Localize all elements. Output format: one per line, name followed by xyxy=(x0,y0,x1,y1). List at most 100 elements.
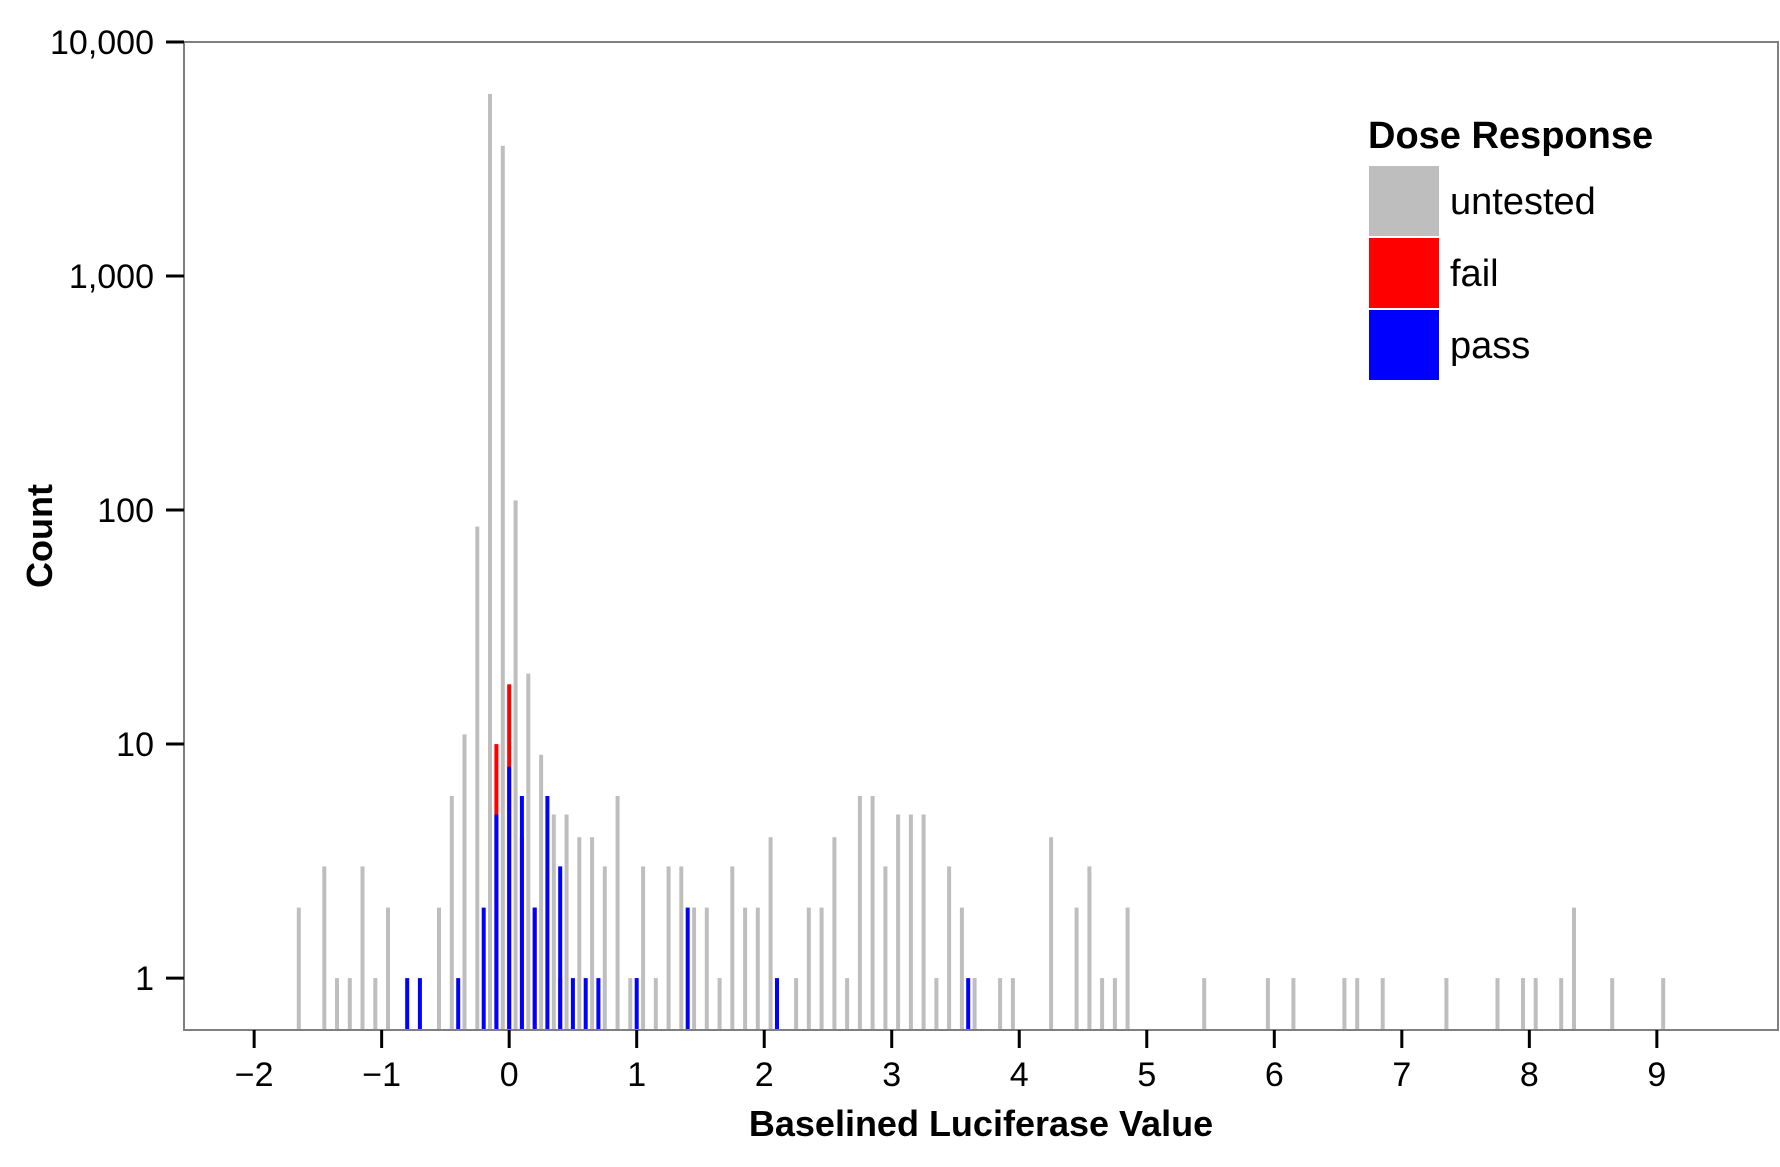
bar-untested-56 xyxy=(1125,907,1130,1030)
bar-untested-55 xyxy=(1112,978,1117,1030)
bar-untested-5 xyxy=(373,978,378,1030)
bar-pass-12 xyxy=(596,978,601,1030)
bar-untested-52 xyxy=(1074,907,1079,1030)
legend-label-pass: pass xyxy=(1450,325,1530,367)
legend-label-fail: fail xyxy=(1450,253,1499,295)
bar-untested-32 xyxy=(755,907,760,1030)
legend: Dose Response untested fail pass xyxy=(1367,115,1653,382)
bar-untested-29 xyxy=(717,978,722,1030)
bar-untested-38 xyxy=(845,978,850,1030)
bar-untested-12 xyxy=(500,145,505,1031)
bar-untested-16 xyxy=(551,814,556,1030)
bar-untested-42 xyxy=(896,814,901,1030)
x-axis-title: Baselined Luciferase Value xyxy=(749,1103,1213,1144)
x-tick-label-7: 5 xyxy=(1137,1056,1156,1094)
bar-untested-44 xyxy=(921,814,926,1030)
x-tick-label-8: 6 xyxy=(1265,1056,1284,1094)
bar-untested-0 xyxy=(296,907,301,1030)
bar-untested-64 xyxy=(1495,978,1500,1030)
bar-untested-39 xyxy=(857,796,862,1030)
bar-untested-36 xyxy=(819,907,824,1030)
bar-pass-4 xyxy=(494,814,499,1030)
x-tick-label-0: −2 xyxy=(235,1056,274,1094)
bar-untested-10 xyxy=(475,526,480,1030)
bar-untested-23 xyxy=(641,866,646,1030)
bar-untested-58 xyxy=(1265,978,1270,1030)
bar-untested-49 xyxy=(998,978,1003,1030)
bar-untested-66 xyxy=(1533,978,1538,1030)
bar-untested-8 xyxy=(449,796,454,1030)
bar-untested-30 xyxy=(730,866,735,1030)
bar-untested-27 xyxy=(692,907,697,1030)
bar-pass-5 xyxy=(507,766,512,1030)
x-tick-label-6: 4 xyxy=(1010,1056,1029,1094)
bar-untested-50 xyxy=(1010,978,1015,1030)
x-tick-label-3: 1 xyxy=(627,1056,646,1094)
y-axis-title: Count xyxy=(19,484,60,588)
bar-untested-51 xyxy=(1049,837,1054,1030)
bar-untested-48 xyxy=(972,978,977,1030)
bar-untested-28 xyxy=(704,907,709,1030)
x-tick-label-11: 9 xyxy=(1647,1056,1666,1094)
bar-pass-7 xyxy=(532,907,537,1030)
plot-panel-border xyxy=(183,41,1779,1031)
bar-untested-40 xyxy=(870,796,875,1030)
bar-untested-19 xyxy=(590,837,595,1030)
bar-pass-2 xyxy=(456,978,461,1030)
bar-untested-33 xyxy=(768,837,773,1030)
bar-untested-7 xyxy=(437,907,441,1030)
bar-untested-1 xyxy=(322,866,327,1030)
bar-untested-69 xyxy=(1610,978,1615,1030)
bar-untested-3 xyxy=(347,978,352,1030)
bar-untested-34 xyxy=(794,978,799,1030)
bar-untested-24 xyxy=(653,978,658,1030)
bar-untested-41 xyxy=(883,866,888,1030)
bar-untested-17 xyxy=(564,814,569,1030)
bar-untested-14 xyxy=(526,673,531,1030)
bar-untested-22 xyxy=(628,978,633,1030)
bar-untested-25 xyxy=(666,866,671,1030)
bar-pass-16 xyxy=(966,978,971,1030)
bar-pass-9 xyxy=(558,866,563,1030)
bar-pass-8 xyxy=(545,796,550,1030)
bar-untested-21 xyxy=(615,796,620,1030)
bar-untested-65 xyxy=(1521,978,1525,1030)
x-tick-label-2: 0 xyxy=(500,1056,519,1094)
bar-pass-11 xyxy=(583,978,588,1030)
bar-untested-26 xyxy=(679,866,684,1030)
legend-label-untested: untested xyxy=(1450,181,1596,223)
bar-untested-53 xyxy=(1087,866,1092,1030)
bar-pass-1 xyxy=(417,978,422,1030)
bar-untested-18 xyxy=(577,837,582,1030)
bar-untested-68 xyxy=(1572,907,1576,1030)
bar-untested-57 xyxy=(1202,978,1207,1030)
bar-untested-15 xyxy=(539,754,544,1030)
bar-pass-3 xyxy=(481,907,486,1030)
y-tick-label-2: 100 xyxy=(97,492,154,530)
bar-pass-15 xyxy=(775,978,779,1030)
x-tick-label-9: 7 xyxy=(1392,1056,1411,1094)
bar-untested-4 xyxy=(360,866,365,1030)
bar-untested-47 xyxy=(959,907,964,1030)
legend-title: Dose Response xyxy=(1368,115,1653,157)
y-tick-label-3: 1,000 xyxy=(69,258,154,296)
bar-untested-35 xyxy=(806,907,811,1030)
bar-untested-11 xyxy=(488,93,492,1030)
bar-untested-63 xyxy=(1444,978,1449,1030)
x-tick-label-1: −1 xyxy=(362,1056,401,1094)
legend-key-untested xyxy=(1367,164,1441,238)
bar-untested-62 xyxy=(1380,978,1385,1030)
y-tick-label-4: 10,000 xyxy=(50,24,154,62)
bar-pass-10 xyxy=(570,978,575,1030)
bar-untested-59 xyxy=(1291,978,1296,1030)
bar-pass-6 xyxy=(519,796,524,1030)
x-tick-label-10: 8 xyxy=(1520,1056,1539,1094)
legend-key-fail xyxy=(1367,236,1441,310)
bar-untested-13 xyxy=(513,500,518,1030)
legend-key-pass xyxy=(1367,308,1441,382)
bar-untested-61 xyxy=(1355,978,1360,1030)
bar-untested-37 xyxy=(832,837,837,1030)
x-tick-label-5: 3 xyxy=(882,1056,901,1094)
